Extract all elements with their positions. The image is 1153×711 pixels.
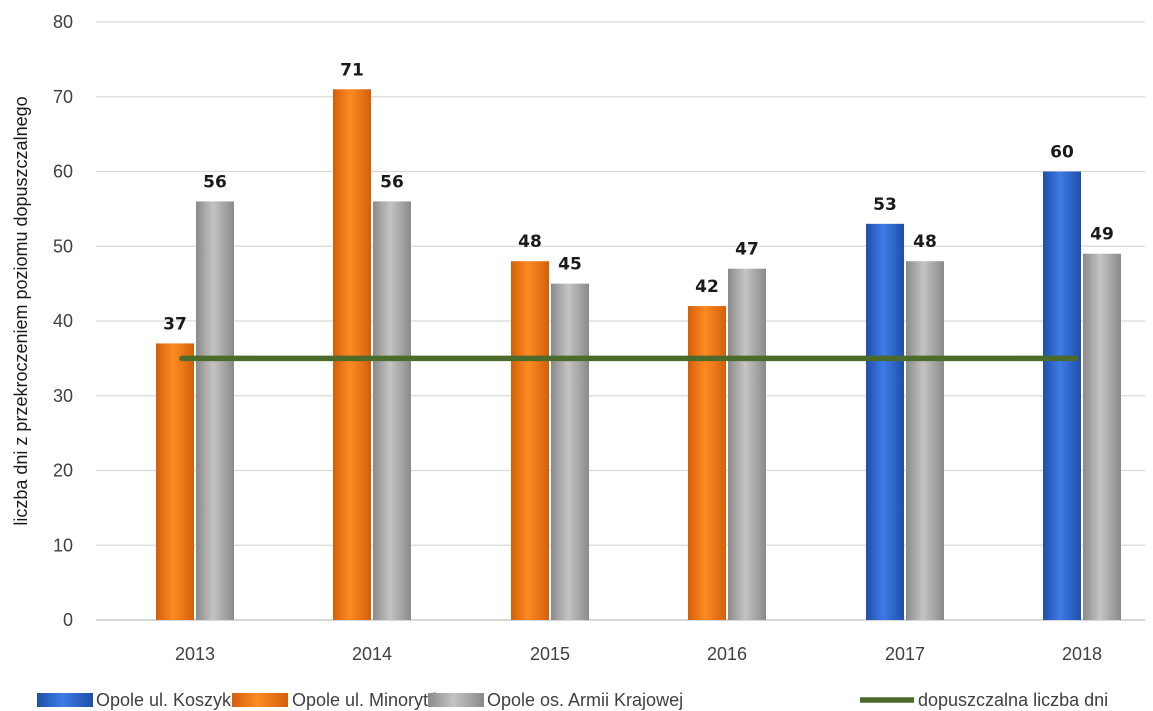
legend-label-reference-line: dopuszczalna liczba dni [918, 690, 1108, 710]
legend-label-armii-krajowej: Opole os. Armii Krajowej [487, 690, 683, 710]
data-label-armii-krajowej-2013: 56 [203, 172, 227, 192]
legend: Opole ul. Koszyka Opole ul. Minorytów Opol… [37, 690, 1108, 710]
legend-label-koszyka: Opole ul. Koszyka [96, 690, 242, 710]
data-labels: 37 56 71 56 48 45 42 47 53 48 60 49 [163, 60, 1114, 334]
bar-armii-krajowej-2013 [196, 201, 234, 620]
x-tick-label: 2013 [175, 644, 215, 664]
data-label-minorytow-2013: 37 [163, 314, 187, 334]
data-label-koszyka-2017: 53 [873, 195, 897, 215]
bar-armii-krajowej-2014 [373, 201, 411, 620]
y-tick-label: 30 [53, 386, 73, 406]
y-tick-label: 20 [53, 461, 73, 481]
x-axis-ticks: 2013 2014 2015 2016 2017 2018 [175, 644, 1102, 664]
data-label-armii-krajowej-2015: 45 [558, 255, 582, 275]
legend-label-minorytow: Opole ul. Minorytów [292, 690, 452, 710]
y-axis-ticks: 0 10 20 30 40 50 60 70 80 [53, 12, 73, 630]
data-label-minorytow-2016: 42 [695, 277, 719, 297]
gridlines [96, 21, 1145, 621]
y-tick-label: 50 [53, 236, 73, 256]
bar-armii-krajowej-2016 [728, 268, 766, 620]
data-label-armii-krajowej-2018: 49 [1090, 225, 1114, 245]
bar-armii-krajowej-2015 [551, 283, 589, 620]
bar-armii-krajowej-2018 [1083, 253, 1121, 620]
legend-swatch-minorytow [232, 693, 288, 707]
bar-koszyka-2018 [1043, 171, 1081, 620]
bar-koszyka-2017 [866, 223, 904, 620]
y-axis-title: liczba dni z przekroczeniem poziomu dopu… [11, 96, 31, 525]
legend-swatch-armii-krajowej [428, 693, 484, 707]
data-label-armii-krajowej-2017: 48 [913, 232, 937, 252]
data-label-armii-krajowej-2016: 47 [735, 240, 759, 260]
bar-minorytow-2014 [333, 89, 371, 620]
y-tick-label: 10 [53, 535, 73, 555]
x-tick-label: 2016 [707, 644, 747, 664]
x-tick-label: 2017 [885, 644, 925, 664]
x-tick-label: 2014 [352, 644, 392, 664]
y-tick-label: 40 [53, 311, 73, 331]
bar-armii-krajowej-2017 [906, 261, 944, 620]
bars [156, 89, 1121, 620]
data-label-minorytow-2014: 71 [340, 60, 364, 80]
bar-minorytow-2013 [156, 343, 194, 620]
data-label-armii-krajowej-2014: 56 [380, 172, 404, 192]
bar-minorytow-2016 [688, 306, 726, 620]
x-tick-label: 2018 [1062, 644, 1102, 664]
data-label-minorytow-2015: 48 [518, 232, 542, 252]
bar-minorytow-2015 [511, 261, 549, 620]
legend-swatch-koszyka [37, 693, 93, 707]
y-tick-label: 0 [63, 610, 73, 630]
y-tick-label: 70 [53, 87, 73, 107]
x-tick-label: 2015 [530, 644, 570, 664]
y-tick-label: 80 [53, 12, 73, 32]
data-label-koszyka-2018: 60 [1050, 143, 1074, 163]
y-tick-label: 60 [53, 162, 73, 182]
